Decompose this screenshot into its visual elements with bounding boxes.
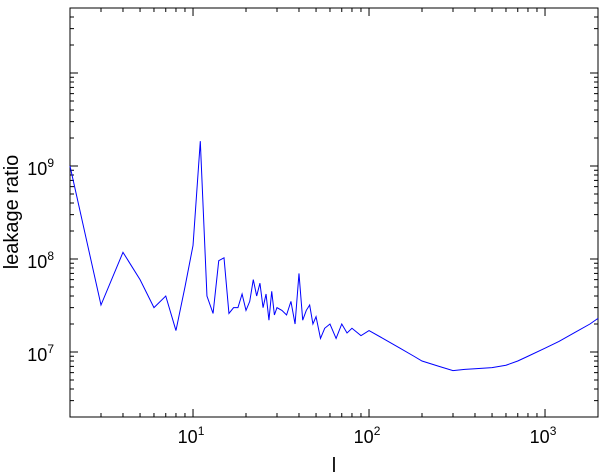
y-tick-label: 107 [27, 342, 54, 365]
y-tick-label: 108 [27, 249, 54, 272]
ticks: 101 102 103 107 108 109 [27, 7, 599, 447]
plot-frame [69, 7, 599, 418]
y-tick-label: 109 [27, 156, 54, 179]
x-tick-label: 101 [178, 424, 205, 447]
series-line [69, 141, 599, 372]
x-tick-label: 102 [354, 424, 381, 447]
x-tick-label: 103 [530, 424, 557, 447]
x-axis-label: l [332, 455, 336, 475]
y-axis-label: leakage ratio [1, 155, 23, 270]
